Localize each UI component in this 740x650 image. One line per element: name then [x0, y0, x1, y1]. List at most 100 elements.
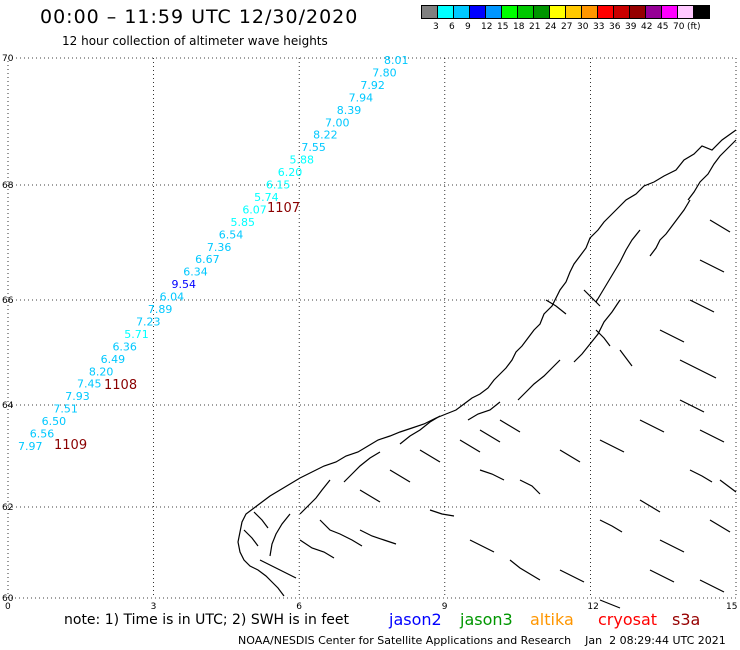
wave-height-label: 7.00	[325, 116, 350, 129]
coastline-segment	[467, 401, 501, 421]
wave-height-label: 5.71	[124, 328, 148, 341]
colorbar-label: 6	[449, 22, 455, 32]
wave-height-label: 7.89	[148, 303, 173, 316]
lat-tick-label: 64	[2, 401, 14, 411]
wave-height-label: 7.23	[136, 315, 161, 328]
lon-tick-label: 12	[587, 602, 598, 612]
page-subtitle: 12 hour collection of altimeter wave hei…	[62, 34, 328, 48]
wave-height-label: 5.74	[254, 191, 279, 204]
mission-legend-item: s3a	[672, 610, 701, 629]
lat-tick-label: 60	[2, 594, 14, 604]
wave-height-label: 6.36	[112, 340, 137, 353]
coastline-segment	[419, 449, 441, 463]
mission-legend-item: jason2	[389, 610, 442, 629]
lat-tick-label: 62	[2, 503, 13, 513]
wave-height-label: 7.80	[372, 66, 397, 79]
coastline-segment	[599, 519, 623, 533]
coastline-segment	[459, 439, 481, 453]
coastline	[237, 129, 737, 609]
lat-tick-label: 70	[2, 54, 14, 64]
wave-height-label: 5.88	[290, 154, 315, 167]
wave-height-label: 8.39	[337, 104, 362, 117]
colorbar-label: 3	[433, 22, 439, 32]
colorbar-swatch	[693, 5, 710, 19]
time-labels: 1107 1108 1109	[54, 201, 300, 453]
coastline-segment	[639, 419, 665, 433]
mission-legend-item: altika	[530, 610, 574, 629]
wave-height-label: 6.15	[266, 179, 291, 192]
colorbar-label: 36	[609, 22, 621, 32]
lat-lon-grid	[7, 57, 737, 599]
wave-height-label: 9.54	[171, 278, 196, 291]
wave-height-label: 7.92	[360, 79, 385, 92]
coastline-segment	[559, 449, 581, 463]
wave-height-label: 7.51	[53, 403, 78, 416]
wave-height-label: 8.01	[384, 54, 409, 67]
coastline-segment	[299, 479, 331, 515]
coastline-segment	[237, 129, 737, 597]
colorbar-label: 70	[673, 22, 685, 32]
wave-height-label: 6.56	[30, 428, 54, 441]
coastline-segment	[399, 415, 441, 445]
coastline-segment	[559, 569, 585, 583]
wave-height-track: 8.017.807.927.948.397.008.227.555.886.20…	[18, 54, 409, 453]
coastline-segment	[659, 539, 685, 553]
coastline-segment	[699, 579, 725, 593]
time-label: 1109	[54, 438, 87, 453]
wave-height-label: 6.50	[42, 415, 66, 428]
coastline-segment	[689, 299, 715, 313]
lon-tick-label: 9	[442, 602, 448, 612]
coastline-segment	[687, 139, 737, 201]
wave-height-label: 8.20	[89, 365, 114, 378]
wave-height-label: 6.07	[242, 203, 266, 216]
coastline-segment	[649, 569, 675, 583]
colorbar	[421, 5, 710, 19]
coastline-segment	[299, 539, 335, 559]
axis-labels: 70 68 66 64 62 600 3 6 9 12 15	[2, 54, 737, 612]
wave-height-label: 7.45	[77, 378, 102, 391]
coastline-segment	[699, 259, 725, 273]
wave-height-label: 6.67	[195, 253, 220, 266]
map-frame	[7, 57, 737, 599]
colorbar-label: 27	[561, 22, 573, 32]
lon-tick-label: 3	[151, 602, 157, 612]
colorbar-label: 42	[641, 22, 653, 32]
coastline-segment	[429, 509, 455, 517]
colorbar-label: 21	[529, 22, 541, 32]
mission-legend-item: jason3	[460, 610, 513, 629]
coastline-segment	[545, 299, 567, 315]
coastline-segment	[343, 451, 381, 483]
wave-height-label: 7.97	[18, 440, 43, 453]
colorbar-label: 9	[465, 22, 471, 32]
lon-tick-label: 15	[726, 602, 737, 612]
coastline-segment	[599, 439, 625, 453]
footer-note: note: 1) Time is in UTC; 2) SWH is in fe…	[64, 612, 350, 628]
colorbar-label: 15	[497, 22, 509, 32]
coastline-segment	[639, 499, 661, 513]
coastline-segment	[509, 559, 541, 581]
wave-height-label: 7.94	[349, 91, 374, 104]
wave-height-label: 5.85	[231, 216, 256, 229]
coastline-segment	[583, 289, 601, 307]
coastline-segment	[359, 529, 397, 545]
lon-tick-label: 0	[5, 602, 11, 612]
wave-height-label: 6.20	[278, 166, 303, 179]
coastline-segment	[479, 469, 505, 481]
coastline-segment	[573, 299, 621, 363]
coastline-segment	[259, 559, 297, 579]
wave-height-label: 6.34	[183, 266, 208, 279]
coastline-segment	[699, 429, 725, 443]
wave-height-label: 7.55	[301, 141, 326, 154]
coastline-segment	[679, 399, 705, 413]
colorbar-label: (ft)	[687, 22, 701, 32]
coastline-segment	[595, 229, 641, 303]
time-label: 1107	[267, 201, 300, 216]
wave-height-label: 6.04	[160, 291, 185, 304]
wave-height-label: 6.49	[101, 353, 126, 366]
lat-tick-label: 66	[2, 296, 14, 306]
coastline-segment	[595, 329, 611, 347]
colorbar-label: 45	[657, 22, 669, 32]
wave-height-label: 6.54	[219, 228, 244, 241]
coastline-segment	[619, 349, 633, 367]
coastline-segment	[253, 511, 269, 529]
